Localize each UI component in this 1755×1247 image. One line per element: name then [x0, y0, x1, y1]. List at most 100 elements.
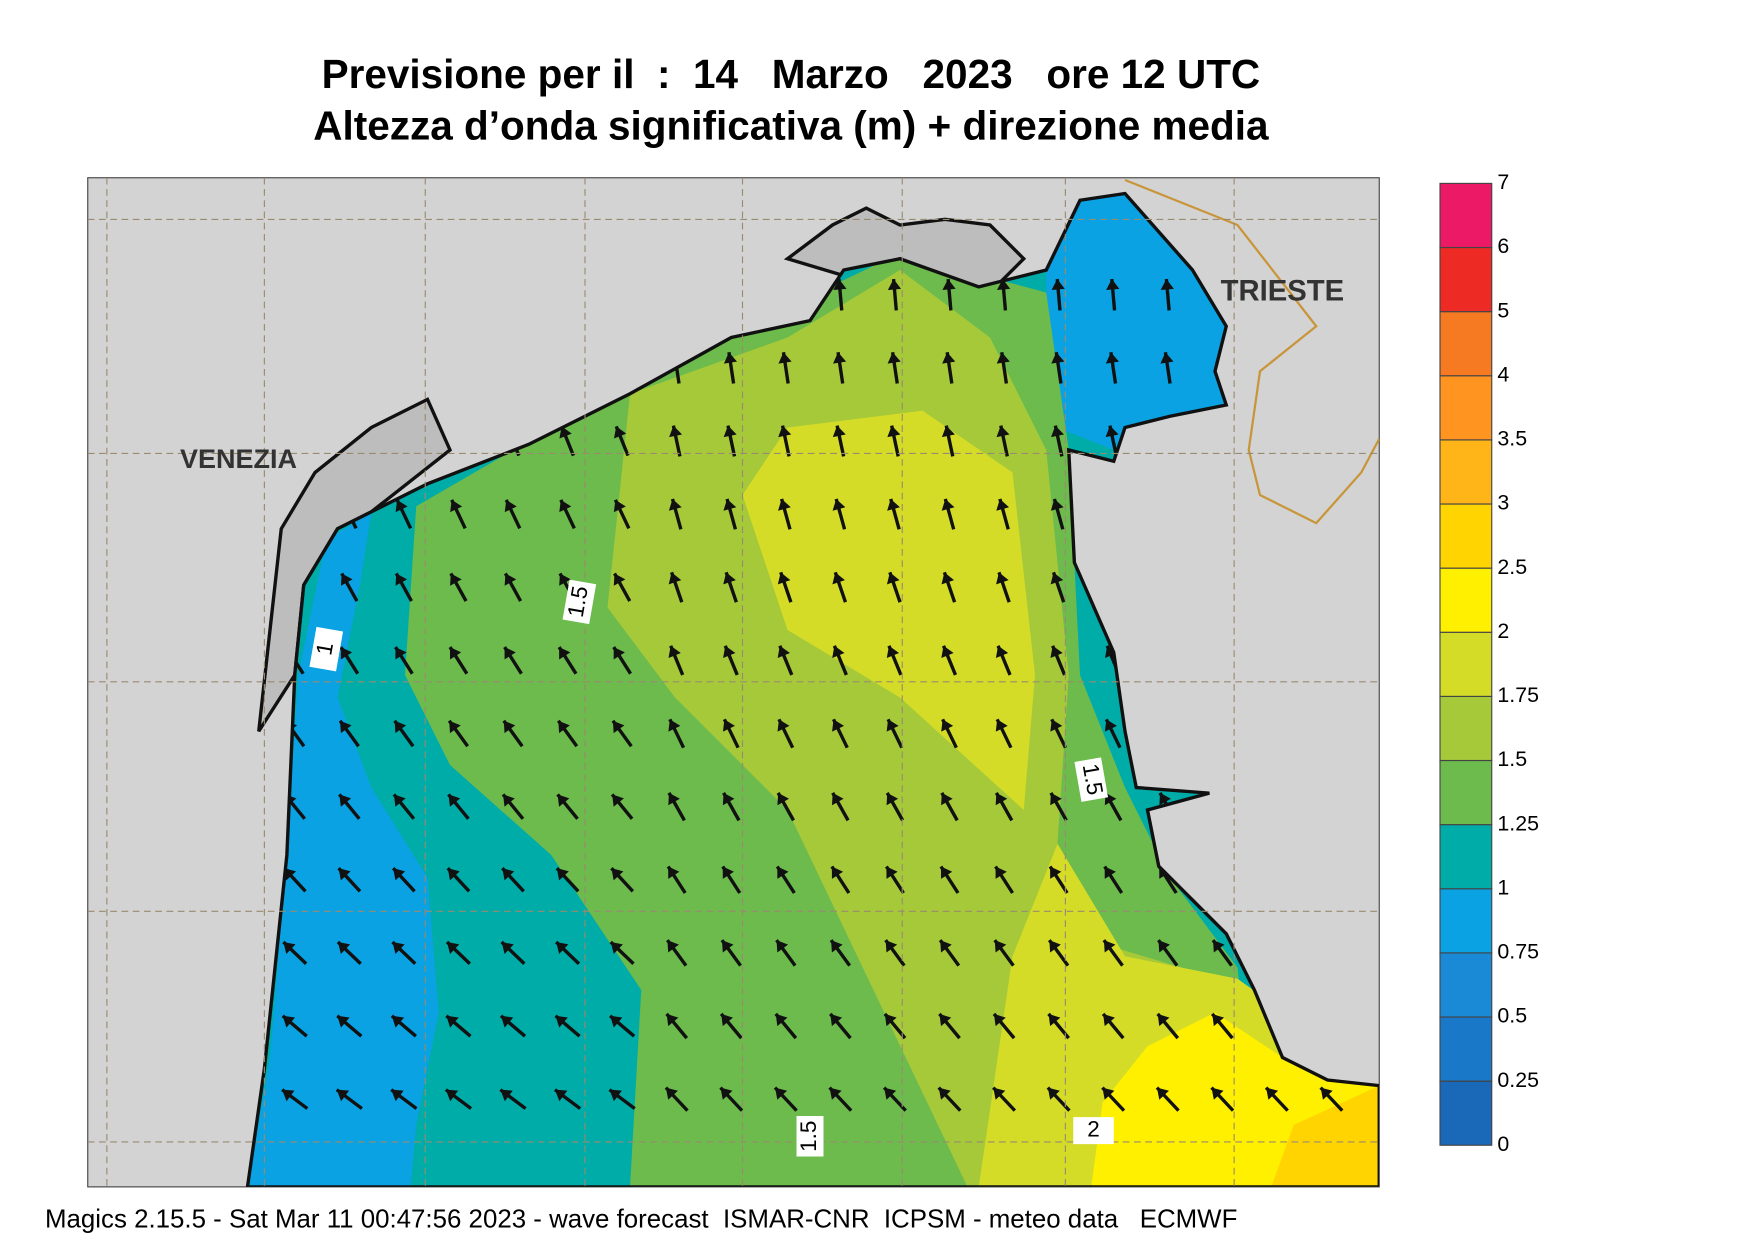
arrow-head [777, 792, 790, 806]
sea [247, 193, 1380, 1187]
arrow-head [995, 645, 1009, 658]
arrow-head [555, 1015, 568, 1028]
colorbar-swatch [1439, 631, 1493, 697]
arrow [1050, 645, 1067, 676]
arrow [942, 278, 956, 311]
arrow-head [1050, 645, 1063, 658]
arrow [1049, 792, 1068, 822]
arrow [995, 718, 1013, 749]
contour-label: 1.5 [562, 579, 597, 625]
colorbar-swatch [1439, 246, 1493, 313]
region [1271, 1085, 1380, 1187]
arrow [885, 865, 905, 894]
arrow [445, 1014, 472, 1038]
colorbar-tick-label: 0 [1497, 1132, 1509, 1156]
arrow-head [832, 425, 846, 438]
arrow-head [777, 645, 790, 658]
arrow [447, 719, 470, 748]
arrow-head [1157, 1013, 1170, 1027]
arrow [938, 939, 961, 967]
arrow-head [1049, 940, 1061, 953]
arrow-head [667, 940, 679, 953]
arrow [886, 571, 902, 603]
arrow [828, 1086, 853, 1112]
colorbar-tick-label: 0.25 [1497, 1068, 1539, 1092]
arrow-head [450, 499, 463, 513]
arrow-head [1158, 940, 1170, 953]
arrow [339, 646, 360, 675]
arrow [282, 940, 308, 965]
arrow [996, 425, 1010, 457]
arrow [667, 792, 686, 822]
arrow [887, 352, 901, 384]
arrow-head [939, 1013, 952, 1027]
arrow [503, 572, 523, 602]
arrow-head [722, 719, 735, 732]
arrow-head [668, 866, 680, 879]
arrow-head [1105, 425, 1119, 438]
arrow [1101, 1012, 1125, 1040]
arrow-head [832, 572, 845, 585]
arrow-head [668, 645, 681, 658]
arrow-head [613, 426, 627, 439]
arrow [887, 278, 902, 311]
arrow [500, 940, 526, 965]
arrow-head [339, 794, 352, 807]
arrow-head [1050, 572, 1064, 585]
arrow-head [338, 868, 351, 881]
arrow [1104, 718, 1122, 749]
subtitle: Altezza d’onda significativa (m) + direz… [313, 103, 1269, 149]
arrow-head [886, 719, 899, 732]
border [1124, 178, 1380, 525]
arrow-head [340, 573, 353, 586]
arrow-head [612, 720, 625, 734]
arrow [338, 719, 360, 748]
arrow [503, 646, 523, 675]
arrow [832, 498, 847, 530]
place-label: VENEZIA [180, 444, 297, 474]
colorbar-tick-label: 1.5 [1497, 747, 1527, 771]
arrow-head [777, 572, 791, 585]
arrow [723, 352, 738, 384]
arrow [833, 352, 847, 384]
contour-label: 2 [1073, 1117, 1114, 1145]
arrow [1210, 1012, 1234, 1040]
arrow-head [1050, 866, 1062, 879]
arrow-head [504, 499, 517, 513]
arrow [886, 718, 904, 749]
arrow-head [996, 572, 1009, 585]
contour-label: 1 [309, 626, 344, 672]
arrow-head [832, 645, 845, 658]
arrow [611, 719, 633, 748]
arrow-head [613, 647, 625, 660]
arrow [992, 1086, 1017, 1112]
arrow [499, 1088, 527, 1110]
arrow-head [503, 794, 515, 807]
arrow-head [996, 352, 1010, 364]
arrow-head [395, 573, 408, 586]
arrow-head [1051, 279, 1065, 291]
arrow [996, 571, 1011, 603]
arrow-head [554, 1089, 568, 1102]
arrow-head [1266, 1087, 1279, 1100]
arrow [336, 1014, 363, 1038]
arrow [556, 793, 579, 820]
arrow-head [502, 868, 515, 881]
arrow-head [885, 940, 898, 953]
arrow-head [886, 792, 899, 806]
arrow-head [887, 425, 901, 438]
arrow-head [776, 940, 789, 953]
colorbar-tick-label: 1.75 [1497, 683, 1539, 707]
arrow-head [392, 941, 405, 954]
arrow-head [720, 1087, 733, 1100]
arrow [613, 572, 632, 602]
arrow [887, 425, 901, 457]
arrow [1047, 939, 1070, 967]
arrow-head [500, 1015, 514, 1028]
arrow-head [723, 352, 738, 364]
arrow-head [1160, 279, 1174, 291]
arrow [559, 499, 576, 530]
arrow [393, 719, 415, 748]
arrow [609, 940, 635, 965]
arrow-head [831, 792, 844, 806]
